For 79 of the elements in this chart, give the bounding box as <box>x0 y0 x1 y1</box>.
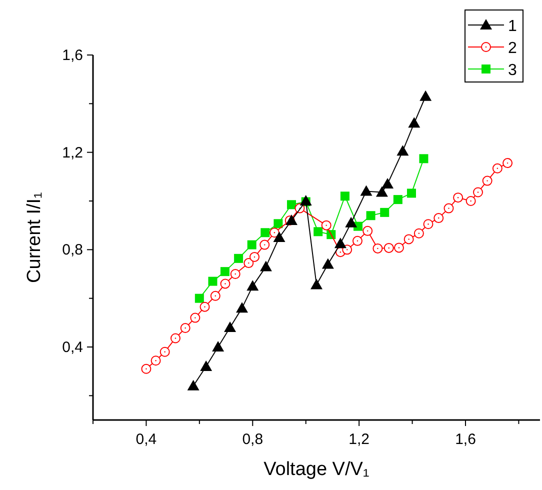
point <box>273 232 286 242</box>
point <box>224 322 236 332</box>
point <box>372 243 383 254</box>
point <box>404 234 414 244</box>
legend-label: 1 <box>508 18 517 35</box>
point <box>208 276 218 286</box>
point <box>376 186 388 197</box>
y-tick-label: 0,4 <box>62 339 83 356</box>
y-tick-label: 1,6 <box>62 47 83 64</box>
point <box>322 258 334 269</box>
point <box>362 226 373 236</box>
point <box>260 260 272 272</box>
point <box>314 227 323 236</box>
point <box>190 312 200 323</box>
x-tick-label: 1,6 <box>455 431 476 448</box>
x-tick-label: 1,2 <box>348 431 370 448</box>
point <box>160 346 170 357</box>
point <box>340 192 350 201</box>
point <box>260 228 270 238</box>
point <box>345 216 358 228</box>
point <box>396 145 409 156</box>
point <box>382 178 394 188</box>
point <box>220 278 230 289</box>
point <box>414 228 424 238</box>
point <box>246 280 259 291</box>
point <box>194 294 204 303</box>
point <box>234 254 244 263</box>
point <box>236 302 248 313</box>
point <box>274 219 283 228</box>
point <box>423 219 434 230</box>
point <box>247 240 256 250</box>
point <box>321 220 332 230</box>
point <box>380 208 390 217</box>
point <box>453 192 464 203</box>
point <box>434 213 444 224</box>
y-axis-title: Current I/I₁ <box>24 192 45 283</box>
point <box>269 228 280 238</box>
point <box>310 278 322 290</box>
point <box>286 200 296 210</box>
point <box>220 267 230 276</box>
point <box>420 90 432 101</box>
point <box>260 240 270 250</box>
point <box>200 302 210 312</box>
point <box>482 176 492 186</box>
point <box>230 269 240 279</box>
legend-label: 2 <box>508 40 517 57</box>
point <box>366 211 376 220</box>
point <box>406 188 416 198</box>
point <box>473 187 484 198</box>
x-axis-title: Voltage V/V₁ <box>264 459 370 480</box>
point <box>352 236 362 246</box>
legend-label: 3 <box>508 62 517 79</box>
point <box>342 244 352 255</box>
point <box>492 163 502 174</box>
point <box>150 356 161 366</box>
point <box>408 117 420 128</box>
point <box>502 158 513 168</box>
x-tick-label: 0,8 <box>242 431 264 448</box>
point <box>393 195 402 204</box>
point <box>212 341 224 352</box>
x-tick-label: 0,4 <box>136 431 157 448</box>
point <box>384 242 394 253</box>
y-tick-label: 1,2 <box>62 144 83 162</box>
point <box>394 242 404 253</box>
point <box>180 323 190 334</box>
y-tick-label: 0,8 <box>62 242 83 259</box>
point <box>285 214 298 225</box>
point <box>170 333 180 344</box>
point <box>187 380 200 390</box>
point <box>250 252 260 262</box>
point <box>244 258 254 268</box>
point <box>360 185 372 196</box>
point <box>141 364 152 374</box>
point <box>334 238 346 248</box>
point <box>466 196 476 206</box>
point <box>419 154 428 164</box>
point <box>444 203 454 214</box>
point <box>210 290 220 301</box>
point <box>200 360 212 371</box>
